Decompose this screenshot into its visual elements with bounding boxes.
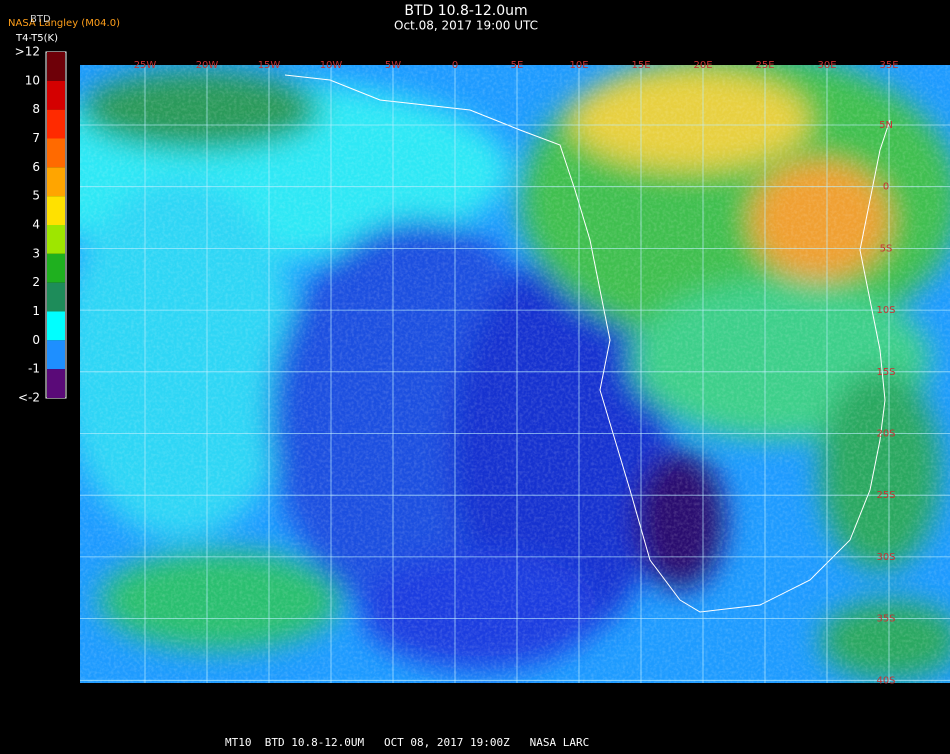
colorbar-swatch	[47, 253, 65, 283]
colorbar-swatch	[47, 311, 65, 341]
longitude-label: 25E	[755, 60, 774, 71]
latitude-label: 40S	[876, 675, 895, 686]
colorbar-label: >12	[15, 45, 40, 59]
colorbar-label: 2	[32, 275, 40, 289]
latitude-label: 10S	[876, 305, 895, 316]
colorbar-swatch	[47, 369, 65, 398]
longitude-label: 0	[452, 60, 458, 71]
latitude-label: 15S	[876, 367, 895, 378]
colorbar-label: 7	[32, 131, 40, 145]
satellite-image	[80, 65, 950, 683]
title: BTD 10.8-12.0um	[404, 3, 527, 19]
units: T4-T5(K)	[15, 33, 58, 44]
longitude-label: 35E	[879, 60, 898, 71]
latitude-label: 20S	[876, 429, 895, 440]
colorbar-label: 8	[32, 102, 40, 116]
colorbar-swatch	[47, 167, 65, 197]
longitude-label: 5E	[511, 60, 524, 71]
colorbar-swatch	[47, 340, 65, 370]
footer-caption: MT10 BTD 10.8-12.0UM OCT 08, 2017 19:00Z…	[225, 736, 589, 749]
longitude-label: 20W	[196, 60, 219, 71]
longitude-label: 15E	[631, 60, 650, 71]
colorbar-label: 1	[32, 304, 40, 318]
graticule: 25W 20W 15W 10W 5W 0 5E 10E 15E 20E 25E 30E 35E 5N 0 5S…	[80, 60, 950, 686]
colorbar-swatch	[47, 138, 65, 168]
colorbar-label: 6	[32, 160, 40, 174]
colorbar-label: 0	[32, 333, 40, 347]
colorbar-label: 3	[32, 246, 40, 260]
colorbar-label: 4	[32, 218, 40, 232]
colorbar-swatch	[47, 80, 65, 110]
colorbar-label: -1	[28, 362, 40, 376]
colorbar-swatch	[47, 282, 65, 312]
latitude-label: 30S	[876, 552, 895, 563]
longitude-label: 10W	[320, 60, 343, 71]
colorbar-swatch	[47, 52, 65, 81]
longitude-label: 5W	[385, 60, 401, 71]
colorbar-swatch	[47, 196, 65, 225]
latitude-label: 0	[883, 182, 889, 193]
latitude-label: 25S	[876, 490, 895, 501]
longitude-label: 30E	[817, 60, 836, 71]
latitude-label: 5N	[879, 120, 893, 131]
colorbar-label: 5	[32, 189, 40, 203]
latitude-label: 35S	[876, 614, 895, 625]
colorbar-label: 10	[25, 73, 40, 87]
colorbar-label: <-2	[18, 391, 40, 405]
colorbar-swatch	[47, 225, 65, 254]
longitude-label: 25W	[134, 60, 157, 71]
subtitle: Oct.08, 2017 19:00 UTC	[394, 19, 538, 33]
product: BTD	[30, 14, 51, 25]
latitude-label: 5S	[880, 243, 893, 254]
longitude-label: 10E	[569, 60, 588, 71]
longitude-label: 15W	[258, 60, 281, 71]
source: NASA Langley (M04.0)	[8, 18, 120, 29]
longitude-label: 20E	[693, 60, 712, 71]
colorbar-swatch	[47, 109, 65, 139]
